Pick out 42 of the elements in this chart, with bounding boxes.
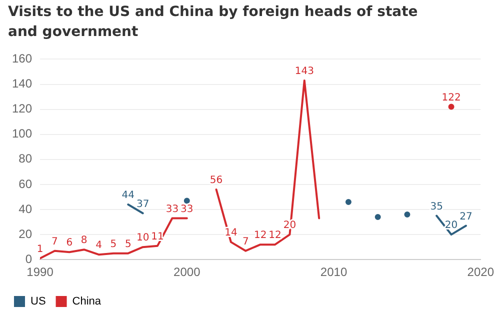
point	[448, 104, 454, 110]
data-label: 143	[294, 66, 314, 78]
data-label: 12	[268, 230, 282, 242]
data-label: 20	[444, 220, 458, 232]
legend-label: US	[30, 296, 46, 308]
data-label: 8	[80, 235, 88, 246]
data-label: 5	[110, 238, 117, 250]
y-tick-label: 60	[18, 176, 32, 191]
point	[345, 198, 352, 205]
data-label: 27	[460, 211, 472, 222]
data-label: 44	[122, 190, 135, 202]
data-label: 10	[136, 232, 150, 244]
y-tick-label: 120	[12, 102, 32, 116]
y-tick-label: 40	[18, 202, 32, 216]
data-label: 4	[96, 240, 102, 252]
x-tick-label: 2010	[320, 265, 348, 280]
data-label: 35	[430, 201, 443, 212]
y-tick-label: 20	[18, 226, 32, 241]
data-label: 7	[242, 236, 249, 248]
point	[184, 198, 190, 204]
data-label: 56	[210, 175, 223, 186]
data-label: 33	[166, 204, 179, 215]
y-tick-label: 140	[12, 76, 32, 91]
y-tick-label: 100	[12, 126, 32, 141]
chart-title: Visits to the US and China by foreign heads of state and government	[8, 3, 419, 42]
y-tick-label: 160	[12, 52, 32, 66]
legend-label: China	[72, 296, 102, 308]
data-label: 122	[442, 92, 461, 104]
data-label: 7	[52, 236, 58, 248]
data-label: 6	[66, 238, 73, 249]
y-tick-label: 0	[25, 252, 32, 266]
x-tick-label: 1990	[26, 265, 54, 280]
data-label: 5	[124, 238, 132, 250]
data-label: 33	[180, 204, 194, 215]
data-label: 37	[136, 198, 150, 210]
x-tick-label: 2020	[467, 265, 494, 280]
point	[374, 214, 381, 220]
data-label: 1	[36, 244, 44, 255]
point	[404, 212, 410, 218]
x-tick-label: 2000	[174, 265, 201, 280]
y-tick-label: 80	[18, 152, 32, 166]
data-label: 12	[254, 230, 267, 242]
